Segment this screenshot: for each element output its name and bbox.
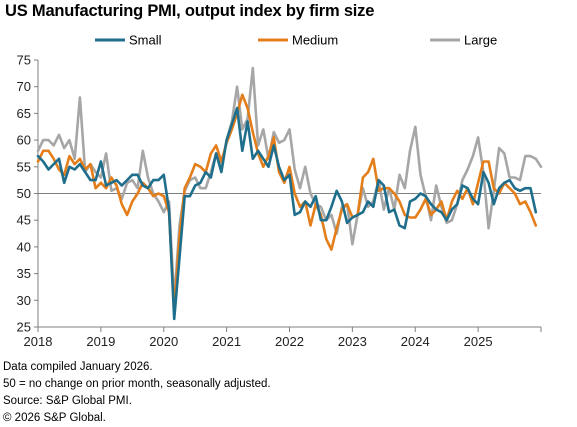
series-line-medium: [36, 93, 538, 313]
x-tick-label: 2024: [401, 334, 430, 349]
footnote-source: Source: S&P Global PMI.: [3, 395, 132, 407]
y-tick-label: 60: [17, 133, 31, 148]
y-tick-label: 30: [17, 293, 31, 308]
legend: Small Medium Large: [95, 33, 497, 48]
chart-title: US Manufacturing PMI, output index by fi…: [5, 2, 375, 20]
x-axis: 2018 2019 2020 2021 2022 2023 2024 2025: [24, 326, 542, 349]
y-tick-label: 45: [17, 213, 31, 228]
x-tick-label: 2020: [149, 334, 178, 349]
footnote-copyright: © 2026 S&P Global.: [3, 412, 106, 424]
legend-label-small: Small: [129, 33, 162, 48]
y-tick-label: 50: [17, 186, 31, 201]
y-tick-label: 35: [17, 266, 31, 281]
y-tick-label: 65: [17, 106, 31, 121]
x-tick-label: 2021: [212, 334, 241, 349]
y-tick-label: 70: [17, 79, 31, 94]
x-tick-label: 2019: [86, 334, 115, 349]
y-tick-label: 25: [17, 320, 31, 335]
line-chart: Small Medium Large 2530354045505560657075 …: [17, 33, 543, 349]
series-group: [36, 66, 543, 321]
x-tick-label: 2023: [338, 334, 367, 349]
y-tick-label: 40: [17, 239, 31, 254]
y-axis: 25 30 35 40 45 50 55 60 65 70 75: [17, 53, 39, 335]
x-tick-label: 2025: [464, 334, 493, 349]
legend-label-medium: Medium: [292, 33, 338, 48]
footnote-definition: 50 = no change on prior month, seasonall…: [3, 378, 271, 390]
footnote-compiled: Data compiled January 2026.: [3, 361, 153, 373]
footnotes: Data compiled January 2026. 50 = no chan…: [3, 359, 271, 427]
legend-label-large: Large: [464, 33, 497, 48]
series-line-small: [36, 106, 538, 321]
x-tick-label: 2018: [24, 334, 53, 349]
y-tick-label: 75: [17, 53, 31, 68]
x-tick-label: 2022: [275, 334, 304, 349]
y-tick-label: 55: [17, 159, 31, 174]
